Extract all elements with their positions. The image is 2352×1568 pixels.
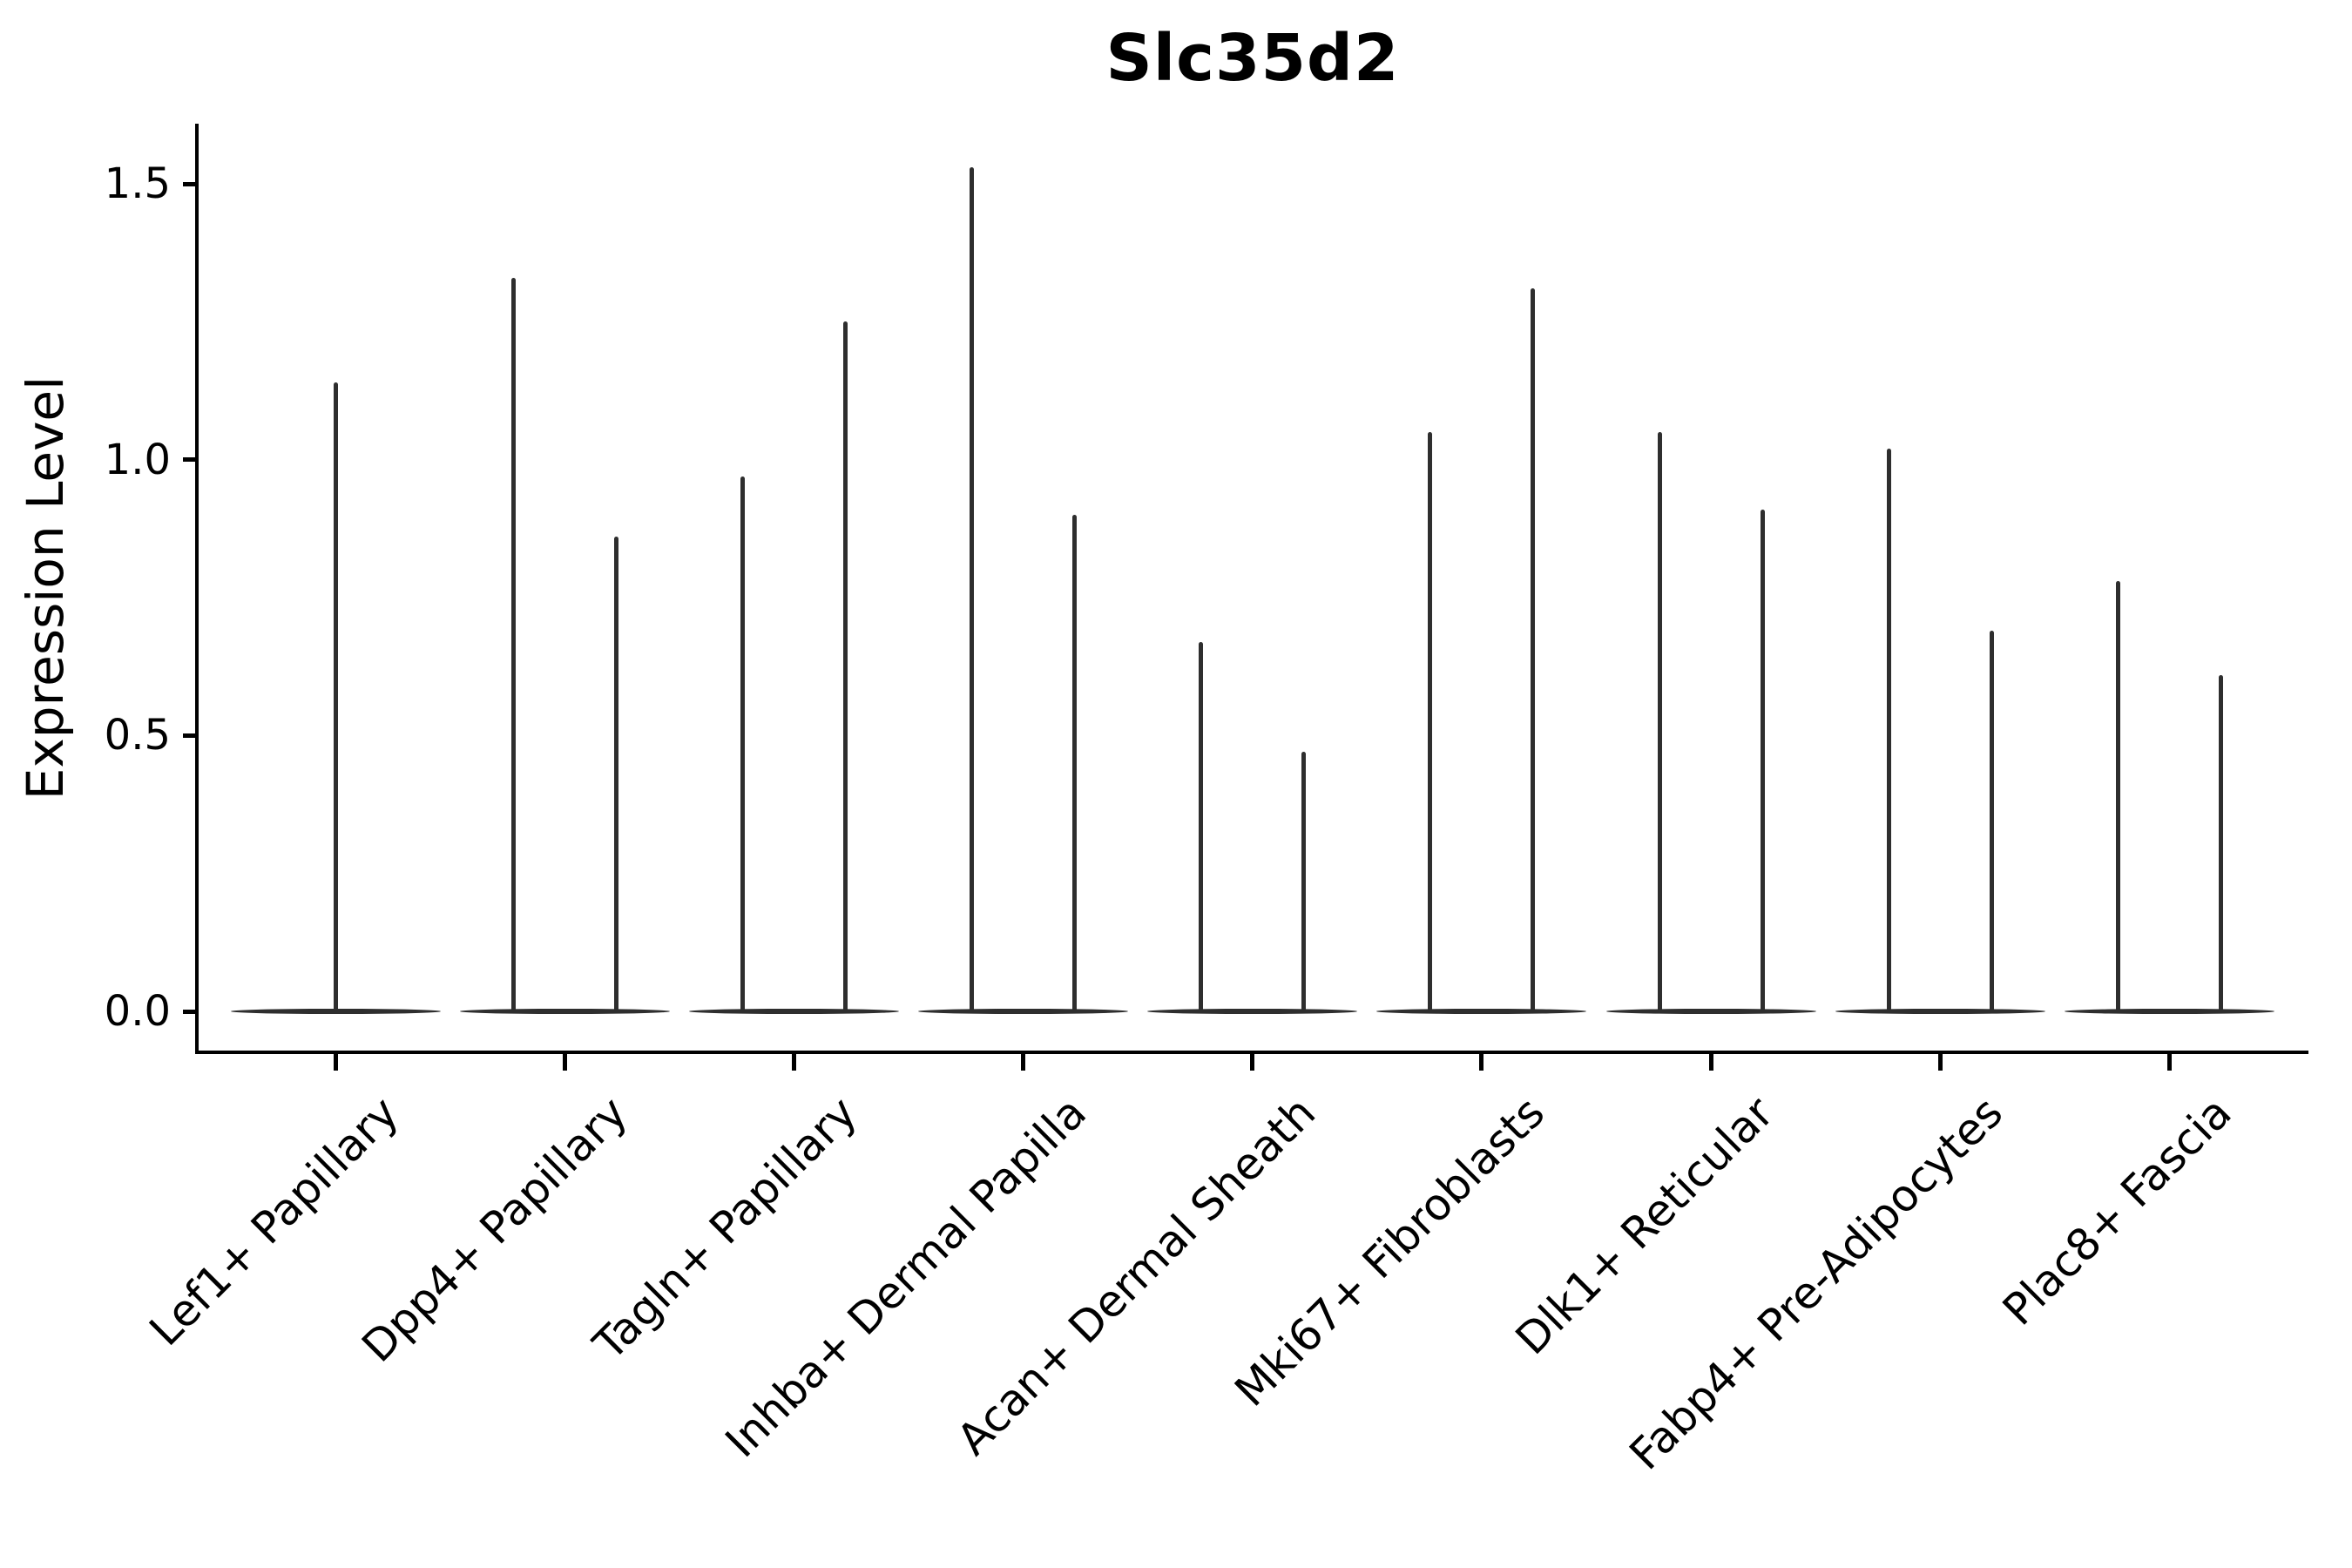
violin-spike [2218,674,2223,1013]
x-tick-label: Lef1+ Papillary [139,1087,409,1356]
x-tick-label: Plac8+ Fascia [1993,1087,2242,1335]
violin-body [1147,1008,1358,1015]
y-tick-mark [183,733,197,738]
x-tick-mark [1708,1054,1713,1071]
violin-spike [1428,432,1433,1013]
violin-spike [511,277,517,1013]
violin-spike [1199,641,1204,1013]
x-tick-mark [563,1054,568,1071]
violin-body [2064,1008,2274,1015]
violin-spike [740,476,746,1013]
x-tick-mark [334,1054,339,1071]
y-tick-label: 0.5 [104,711,171,760]
violin-spike [2115,581,2120,1013]
x-tick-mark [1937,1054,1943,1071]
violin-spike [1760,509,1765,1013]
y-axis-spine [195,124,199,1054]
violin-spike [843,321,848,1013]
x-tick-mark [1250,1054,1255,1071]
y-tick-label: 1.5 [104,159,171,208]
violin-body [460,1008,671,1015]
violin-spike [614,537,619,1013]
violin-spike [970,167,975,1013]
x-tick-mark [1479,1054,1484,1071]
violin-spike [334,382,339,1013]
violin-spike [1989,631,1994,1013]
x-tick-mark [792,1054,797,1071]
y-tick-mark [183,1009,197,1014]
violin-body [1835,1008,2045,1015]
chart-title: Slc35d2 [1105,21,1400,96]
violin-spike [1886,449,1891,1013]
y-tick-mark [183,457,197,463]
violin-body [1376,1008,1587,1015]
violin-spike [1657,432,1662,1013]
violin-spike [1301,752,1307,1013]
x-tick-label: Fabp4+ Pre-Adipocytes [1619,1087,2013,1480]
x-axis-spine [195,1051,2308,1054]
y-tick-label: 0.0 [104,987,171,1036]
violin-body [918,1008,1129,1015]
x-tick-mark [2166,1054,2172,1071]
x-tick-mark [1021,1054,1026,1071]
violin-spike [1072,515,1078,1013]
y-tick-mark [183,181,197,186]
violin-body [1605,1008,1816,1015]
violin-body [689,1008,900,1015]
violin-spike [1531,288,1536,1013]
y-tick-label: 1.0 [104,435,171,484]
